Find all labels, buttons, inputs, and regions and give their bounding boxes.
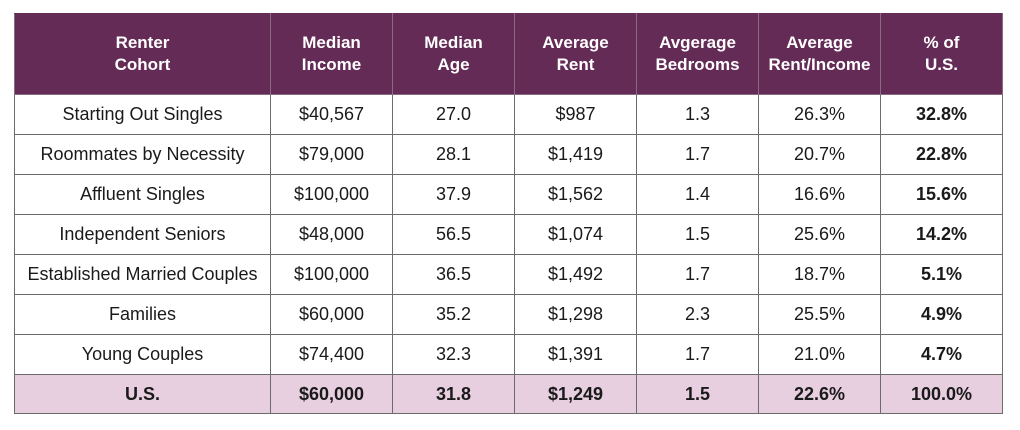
cell-average-rent: $1,298 — [514, 294, 637, 335]
cell-average-rent: $1,419 — [514, 134, 637, 175]
cell-median-income: $100,000 — [270, 174, 393, 215]
header-average-rent-income: Average Rent/Income — [758, 13, 881, 95]
header-line: Cohort — [114, 55, 171, 74]
header-line: Rent/Income — [768, 55, 871, 74]
cell-rent-income: 25.6% — [758, 214, 881, 255]
cell-cohort: Families — [14, 294, 271, 335]
cell-cohort: Roommates by Necessity — [14, 134, 271, 175]
cell-median-income: $60,000 — [270, 374, 393, 414]
cell-average-bedrooms: 2.3 — [636, 294, 759, 335]
total-row: U.S. $60,000 31.8 $1,249 1.5 22.6% 100.0… — [14, 374, 1003, 414]
table-row: Established Married Couples $100,000 36.… — [14, 254, 1003, 295]
cell-rent-income: 25.5% — [758, 294, 881, 335]
table-row: Affluent Singles $100,000 37.9 $1,562 1.… — [14, 174, 1003, 215]
cell-rent-income: 22.6% — [758, 374, 881, 414]
cell-cohort: Starting Out Singles — [14, 94, 271, 135]
header-line: Renter — [115, 33, 170, 52]
cell-percent-us: 32.8% — [880, 94, 1003, 135]
cell-average-rent: $987 — [514, 94, 637, 135]
header-average-bedrooms: Avgerage Bedrooms — [636, 13, 759, 95]
renter-cohort-table-container: Renter Cohort Median Income Median Age Aver… — [14, 13, 1003, 414]
header-line: % of — [923, 33, 960, 52]
cell-cohort: Independent Seniors — [14, 214, 271, 255]
header-line: Average — [542, 33, 609, 52]
cell-rent-income: 26.3% — [758, 94, 881, 135]
cell-rent-income: 18.7% — [758, 254, 881, 295]
cell-percent-us: 14.2% — [880, 214, 1003, 255]
cell-median-age: 37.9 — [392, 174, 515, 215]
cell-percent-us: 5.1% — [880, 254, 1003, 295]
cell-cohort: Affluent Singles — [14, 174, 271, 215]
cell-average-bedrooms: 1.5 — [636, 214, 759, 255]
header-renter-cohort: Renter Cohort — [14, 13, 271, 95]
cell-median-age: 27.0 — [392, 94, 515, 135]
cell-median-income: $60,000 — [270, 294, 393, 335]
cell-cohort: U.S. — [14, 374, 271, 414]
table-row: Young Couples $74,400 32.3 $1,391 1.7 21… — [14, 334, 1003, 375]
header-line: Median — [302, 33, 361, 52]
cell-average-bedrooms: 1.7 — [636, 334, 759, 375]
cell-percent-us: 15.6% — [880, 174, 1003, 215]
cell-average-bedrooms: 1.3 — [636, 94, 759, 135]
table-row: Roommates by Necessity $79,000 28.1 $1,4… — [14, 134, 1003, 175]
cell-median-age: 36.5 — [392, 254, 515, 295]
header-line: Income — [301, 55, 362, 74]
cell-median-age: 28.1 — [392, 134, 515, 175]
table-row: Starting Out Singles $40,567 27.0 $987 1… — [14, 94, 1003, 135]
table-header-row: Renter Cohort Median Income Median Age Aver… — [14, 13, 1003, 95]
header-line: U.S. — [924, 55, 959, 74]
header-percent-of-us: % of U.S. — [880, 13, 1003, 95]
header-line: Rent — [556, 55, 595, 74]
cell-median-age: 32.3 — [392, 334, 515, 375]
cell-percent-us: 22.8% — [880, 134, 1003, 175]
header-median-age: Median Age — [392, 13, 515, 95]
header-line: Age — [437, 55, 470, 74]
cell-cohort: Established Married Couples — [14, 254, 271, 295]
header-line: Median — [424, 33, 483, 52]
renter-cohort-table: Renter Cohort Median Income Median Age Aver… — [14, 13, 1003, 414]
cell-average-rent: $1,249 — [514, 374, 637, 414]
cell-median-income: $100,000 — [270, 254, 393, 295]
cell-average-bedrooms: 1.5 — [636, 374, 759, 414]
cell-rent-income: 16.6% — [758, 174, 881, 215]
header-line: Bedrooms — [655, 55, 740, 74]
table-row: Independent Seniors $48,000 56.5 $1,074 … — [14, 214, 1003, 255]
cell-percent-us: 100.0% — [880, 374, 1003, 414]
cell-average-rent: $1,074 — [514, 214, 637, 255]
cell-median-income: $40,567 — [270, 94, 393, 135]
header-line: Average — [786, 33, 853, 52]
cell-cohort: Young Couples — [14, 334, 271, 375]
table-row: Families $60,000 35.2 $1,298 2.3 25.5% 4… — [14, 294, 1003, 335]
cell-median-age: 31.8 — [392, 374, 515, 414]
cell-average-bedrooms: 1.7 — [636, 254, 759, 295]
cell-average-bedrooms: 1.7 — [636, 134, 759, 175]
cell-average-rent: $1,562 — [514, 174, 637, 215]
cell-average-rent: $1,492 — [514, 254, 637, 295]
cell-percent-us: 4.9% — [880, 294, 1003, 335]
cell-average-bedrooms: 1.4 — [636, 174, 759, 215]
cell-median-age: 56.5 — [392, 214, 515, 255]
header-line: Avgerage — [659, 33, 736, 52]
cell-median-income: $79,000 — [270, 134, 393, 175]
cell-median-income: $74,400 — [270, 334, 393, 375]
header-median-income: Median Income — [270, 13, 393, 95]
header-average-rent: Average Rent — [514, 13, 637, 95]
cell-average-rent: $1,391 — [514, 334, 637, 375]
cell-rent-income: 20.7% — [758, 134, 881, 175]
cell-median-income: $48,000 — [270, 214, 393, 255]
cell-median-age: 35.2 — [392, 294, 515, 335]
cell-rent-income: 21.0% — [758, 334, 881, 375]
cell-percent-us: 4.7% — [880, 334, 1003, 375]
